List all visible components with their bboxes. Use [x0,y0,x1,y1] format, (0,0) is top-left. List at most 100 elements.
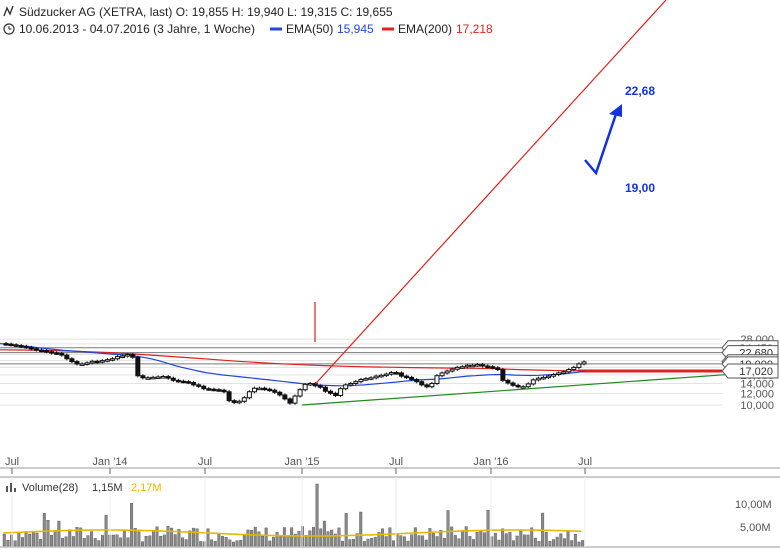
volume-bar [402,536,406,547]
volume-bar [435,536,439,547]
candle [18,344,24,348]
candle [3,342,9,346]
candle-body [363,378,369,381]
candle-body [231,400,237,403]
volume-bar [231,541,235,547]
candle [186,380,192,385]
candle [459,365,465,370]
candle [424,383,430,389]
candle-body [459,366,465,369]
volume-bar [90,531,94,547]
volume-bar [388,527,392,547]
candle [500,367,506,382]
candle-body [424,384,430,388]
candle-body [322,386,328,392]
price-plot-area [0,8,780,468]
candle [292,394,298,405]
ema50-legend-label: EMA(50) [286,22,333,36]
volume-bar [217,533,221,547]
candle-body [429,382,435,388]
candle [322,385,328,393]
volume-bar [86,535,90,547]
candle-body [115,356,121,360]
candle [454,365,460,371]
candle [475,363,481,367]
volume-bar [304,535,308,547]
volume-bar [184,539,188,547]
candle-body [535,377,541,381]
candle [8,342,14,347]
volume-bar [453,535,457,547]
volume-bar [35,532,39,547]
candle [28,345,34,351]
volume-bar [282,527,286,547]
volume-bar [421,535,425,547]
volume-bar [170,527,174,547]
volume-bar [493,532,497,547]
volume-bar [253,526,257,547]
volume-bar [348,539,352,547]
volume-bar [315,483,319,547]
candle [251,386,257,394]
candle [115,355,121,361]
volume-bar [246,529,250,547]
candle [130,352,136,359]
candle-body [525,383,531,388]
candle [191,380,197,387]
volume-bar [148,535,152,547]
volume-bar [261,536,265,547]
candle-body [216,389,222,392]
candle [241,396,247,403]
volume-bar [61,538,64,547]
volume-bar [519,529,523,547]
candle [145,376,151,380]
volume-bar [417,535,421,547]
volume-bar [566,531,570,547]
candle [150,375,156,380]
candle-body [500,369,506,381]
candle-body [28,346,34,350]
candle [535,376,541,382]
volume-bar [181,537,184,547]
candle [388,370,394,376]
volume-bar [461,530,465,547]
candle-body [571,366,577,371]
uptrend-channel-line [314,0,667,385]
candle [54,351,60,356]
volume-bar [424,539,428,547]
candle-body [540,376,546,380]
volume-bar [79,527,83,547]
candle [211,387,217,392]
candle [33,347,39,352]
candle [363,377,369,382]
candle-body [475,364,481,367]
target-annotation: 22,68 [625,84,655,98]
candle-body [292,395,298,404]
candle-body [140,375,146,379]
volume-bar [406,540,410,547]
ema50-legend-value: 15,945 [337,22,374,36]
volume-bar [235,540,239,547]
candle [272,388,278,394]
volume-bar [250,529,254,547]
candle-body [551,374,557,377]
candle [378,373,384,378]
volume-bar [362,541,366,547]
volume-bar [537,540,541,547]
candle-body [383,373,389,377]
candle [23,344,29,350]
candle-body [79,363,85,366]
volume-bar [242,535,246,547]
candle [439,371,445,378]
volume-bar [71,536,75,547]
volume-bar [119,537,123,547]
volume-bar [392,540,395,547]
candle [419,380,425,387]
ema50-line [0,343,587,387]
candle [175,378,181,383]
candle-body [469,364,475,368]
volume-bar [101,535,104,547]
candle [94,359,100,364]
candle-body [3,343,9,346]
